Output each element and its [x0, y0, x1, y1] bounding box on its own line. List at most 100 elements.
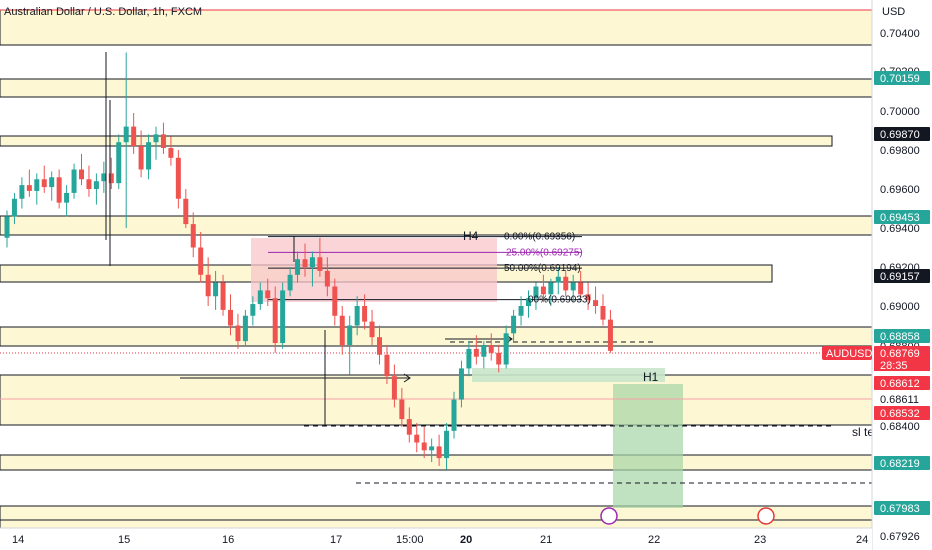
candle-body: [473, 348, 479, 357]
x-tick-label: 20: [460, 534, 472, 546]
sr-zone[interactable]: [0, 454, 873, 471]
sr-zone[interactable]: [0, 505, 873, 521]
x-tick-label: 15:00: [396, 534, 424, 546]
price-badge: [874, 456, 930, 470]
price-badge: [874, 346, 930, 360]
candle-body: [548, 282, 554, 295]
sr-zone[interactable]: [0, 135, 833, 147]
target-box: [613, 384, 683, 508]
symbol-badge-text: AUDUSD: [826, 348, 873, 360]
sr-zone[interactable]: [0, 9, 873, 46]
candle-body: [131, 126, 137, 147]
x-tick-label: 23: [754, 534, 766, 546]
candle-body: [138, 146, 144, 170]
annotation-label: H1: [643, 370, 659, 384]
x-tick-label: 15: [118, 534, 130, 546]
candle-body: [79, 169, 84, 180]
price-badge: [874, 329, 930, 343]
supply-zone: [251, 238, 497, 302]
candle-body: [56, 177, 62, 203]
candle-body: [496, 352, 502, 365]
y-tick-label: 0.70000: [880, 106, 920, 118]
x-tick-label: 24: [856, 534, 868, 546]
annotation-label: sl te: [852, 425, 874, 439]
fib-label: 0.00%(0.69356): [504, 232, 575, 243]
candle-body: [585, 294, 591, 301]
y-tick-label: 0.69000: [880, 301, 920, 313]
candle-body: [481, 345, 487, 357]
candle-body: [64, 192, 70, 203]
countdown-text: 28:35: [880, 360, 908, 372]
fib-label: 00%(0.69033): [528, 295, 591, 306]
event-icon[interactable]: [757, 507, 775, 525]
candle-body: [451, 399, 457, 431]
candle-body: [384, 354, 390, 377]
y-tick-label: 0.69800: [880, 145, 920, 157]
x-tick-label: 14: [12, 534, 24, 546]
price-badge-text: 0.68532: [880, 408, 920, 420]
candle-body: [444, 430, 450, 459]
candle-body: [295, 259, 301, 275]
candle-body: [250, 304, 256, 316]
fib-label: 25.00%(0.69275): [506, 247, 583, 258]
candle-body: [49, 177, 55, 188]
price-badge-text: 0.69870: [880, 129, 920, 141]
arrow-head: [403, 373, 411, 383]
time-axis-bg: [0, 528, 872, 550]
candle-body: [265, 290, 271, 299]
candle-body: [213, 282, 219, 297]
price-badge-text: 0.67983: [880, 503, 920, 515]
candle-body: [563, 276, 569, 291]
y-tick-label: 0.68400: [880, 421, 920, 433]
candle-body: [183, 198, 189, 225]
price-badge: [874, 71, 930, 85]
candle-body: [555, 276, 561, 283]
candle-body: [458, 368, 464, 400]
candle-body: [391, 376, 397, 400]
candle-body: [324, 270, 330, 287]
price-badge: [874, 210, 930, 224]
candle-body: [287, 274, 293, 291]
candle-body: [362, 306, 368, 322]
event-icon[interactable]: [600, 507, 618, 525]
candle-body: [205, 274, 211, 297]
candle-body: [429, 446, 435, 451]
candle-body: [168, 148, 174, 158]
candle-body: [488, 345, 494, 353]
candle-body: [4, 216, 10, 238]
y-tick-label: 0.70400: [880, 28, 920, 40]
candle-body: [533, 286, 539, 299]
candle-body: [339, 315, 345, 345]
entry-box: [472, 368, 665, 382]
candle-body: [153, 134, 159, 143]
sr-zone[interactable]: [0, 78, 873, 98]
candle-body: [190, 224, 196, 248]
candle-body: [93, 181, 99, 189]
price-badge-text: 0.70159: [880, 73, 920, 85]
candle-body: [421, 442, 427, 451]
candle-body: [34, 179, 40, 191]
sr-zone[interactable]: [0, 326, 873, 347]
candle-body: [518, 306, 524, 316]
sr-zone[interactable]: [0, 374, 873, 426]
candle-body: [116, 142, 122, 184]
candle-body: [220, 282, 226, 310]
price-badge: [874, 127, 930, 141]
candle-body: [228, 309, 233, 326]
candle-body: [399, 399, 405, 420]
candle-body: [71, 169, 77, 193]
sr-zone[interactable]: [0, 215, 873, 236]
candle-body: [235, 325, 241, 342]
candle-body: [108, 173, 114, 184]
candle-body: [332, 286, 338, 316]
candle-body: [466, 348, 472, 369]
x-tick-label: 21: [540, 534, 552, 546]
candle-body: [607, 319, 613, 351]
price-badge-text: 0.69157: [880, 271, 920, 283]
candle-body: [19, 185, 25, 199]
candle-body: [414, 434, 420, 443]
candle-body: [101, 173, 107, 182]
annotation-label: H4: [463, 229, 479, 243]
candle-body: [347, 325, 353, 345]
